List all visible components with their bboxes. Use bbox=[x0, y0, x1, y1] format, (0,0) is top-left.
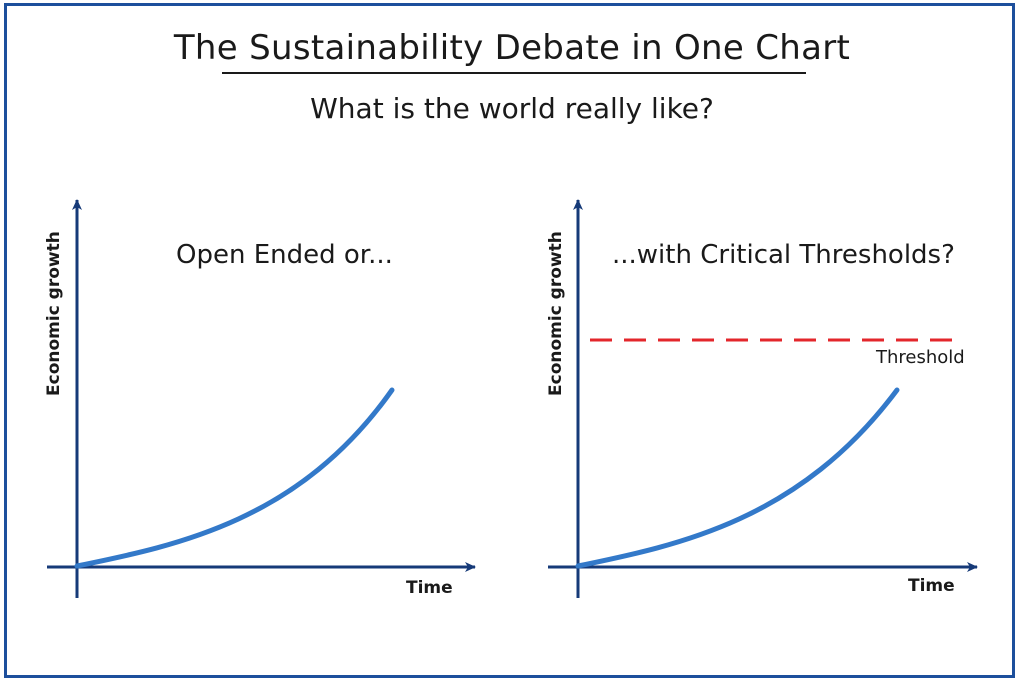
page-subtitle: What is the world really like? bbox=[310, 92, 714, 125]
title-underline bbox=[222, 72, 806, 74]
right-x-axis-label: Time bbox=[908, 576, 955, 596]
left-y-axis-label: Economic growth bbox=[44, 231, 64, 396]
page-title: The Sustainability Debate in One Chart bbox=[173, 28, 851, 68]
left-panel-label: Open Ended or... bbox=[176, 240, 393, 270]
right-panel-label: ...with Critical Thresholds? bbox=[612, 240, 955, 270]
right-y-axis-label: Economic growth bbox=[546, 231, 566, 396]
left-x-axis-label: Time bbox=[406, 578, 453, 598]
threshold-label: Threshold bbox=[876, 347, 965, 368]
left-panel-axes bbox=[47, 199, 476, 598]
right-growth-curve bbox=[575, 387, 900, 569]
page-frame bbox=[4, 3, 1015, 678]
right-panel-axes bbox=[548, 199, 978, 598]
left-growth-curve bbox=[74, 387, 395, 569]
